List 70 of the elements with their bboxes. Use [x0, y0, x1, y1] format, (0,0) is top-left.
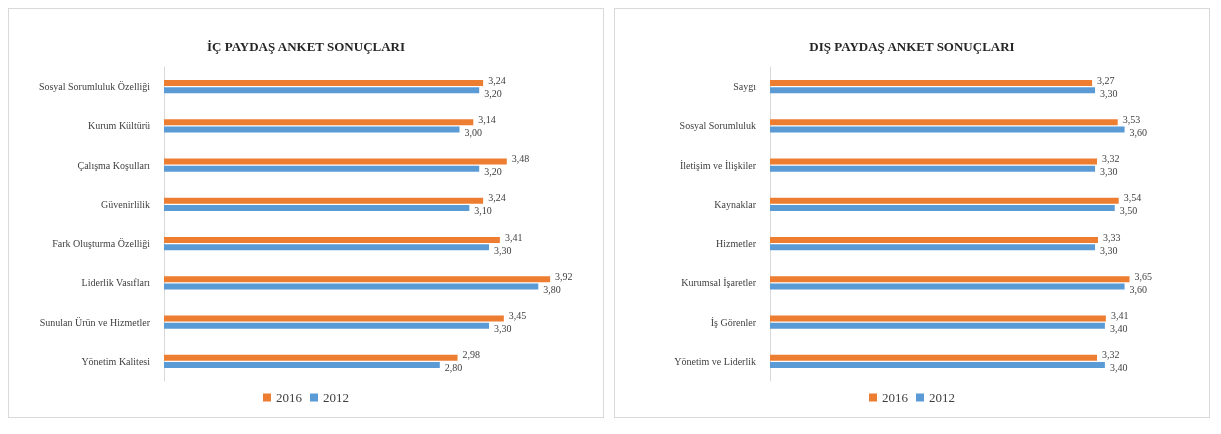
data-label: 3,92: [555, 270, 573, 282]
bar: [164, 283, 539, 290]
y-tick-label: Liderlik Vasıfları: [81, 277, 151, 289]
y-tick-label: İş Görenler: [710, 316, 757, 328]
bar: [164, 244, 490, 251]
data-label: 3,32: [1102, 349, 1120, 361]
y-tick-label: Sosyal Sorumluluk: [679, 120, 756, 132]
data-label: 3,24: [488, 192, 506, 204]
data-label: 3,00: [464, 126, 482, 138]
bar: [164, 276, 551, 283]
data-label: 3,50: [1119, 205, 1138, 217]
bar: [164, 315, 504, 322]
bar: [164, 165, 480, 172]
data-label: 3,80: [543, 283, 561, 295]
y-tick-label: Güvenirlilik: [101, 198, 150, 210]
data-label: 3,24: [488, 74, 506, 86]
data-label: 2,98: [462, 349, 481, 361]
data-label: 3,30: [1100, 244, 1118, 256]
legend-label: 2012: [929, 390, 955, 405]
bar: [164, 204, 470, 211]
chart-title: DIŞ PAYDAŞ ANKET SONUÇLARI: [809, 39, 1015, 54]
legend-label: 2016: [882, 390, 909, 405]
data-label: 3,45: [508, 310, 527, 322]
data-label: 3,41: [1110, 310, 1129, 322]
data-label: 3,33: [1103, 231, 1121, 243]
y-tick-label: Sosyal Sorumluluk Özelliği: [38, 81, 151, 93]
bar: [164, 237, 500, 244]
data-label: 3,14: [478, 113, 496, 125]
data-label: 3,20: [484, 166, 502, 178]
bar: [164, 158, 507, 165]
bar: [164, 87, 480, 94]
data-label: 3,32: [1102, 153, 1120, 165]
data-label: 3,40: [1109, 323, 1128, 335]
data-label: 3,30: [1100, 87, 1118, 99]
y-tick-label: Saygı: [733, 81, 757, 93]
bar: [164, 126, 460, 133]
data-label: 3,65: [1134, 270, 1153, 282]
bar: [164, 361, 440, 368]
data-label: 3,41: [504, 231, 523, 243]
data-label: 3,53: [1122, 113, 1141, 125]
y-tick-label: Hizmetler: [716, 238, 757, 250]
data-label: 3,48: [511, 153, 530, 165]
bar: [164, 197, 484, 204]
y-tick-label: Yönetim ve Liderlik: [674, 355, 756, 367]
data-label: 3,27: [1097, 74, 1115, 86]
data-label: 3,30: [494, 244, 512, 256]
data-label: 3,60: [1129, 283, 1148, 295]
y-tick-label: Kurumsal İşaretler: [681, 277, 757, 289]
bar: [164, 80, 484, 87]
data-label: 3,30: [1100, 166, 1118, 178]
bar: [164, 119, 474, 126]
legend-label: 2016: [276, 390, 303, 405]
chart-title: İÇ PAYDAŞ ANKET SONUÇLARI: [206, 39, 406, 54]
data-label: 3,40: [1109, 362, 1128, 374]
data-label: 3,60: [1129, 126, 1148, 138]
y-tick-label: İletişim ve İlişkiler: [679, 159, 757, 171]
bar: [164, 322, 490, 329]
data-label: 3,20: [484, 87, 502, 99]
data-label: 3,54: [1123, 192, 1142, 204]
data-label: 3,10: [474, 205, 492, 217]
legend-label: 2012: [323, 390, 349, 405]
y-tick-label: Kaynaklar: [714, 198, 757, 210]
data-label: 3,30: [494, 323, 512, 335]
bar: [164, 354, 458, 361]
y-tick-label: Kurum Kültürü: [88, 120, 150, 132]
data-label: 2,80: [444, 362, 463, 374]
y-tick-label: Fark Oluşturma Özelliği: [52, 238, 151, 250]
y-tick-label: Çalışma Koşulları: [77, 159, 151, 171]
y-tick-label: Sunulan Ürün ve Hizmetler: [39, 316, 151, 328]
y-tick-label: Yönetim Kalitesi: [81, 355, 151, 367]
